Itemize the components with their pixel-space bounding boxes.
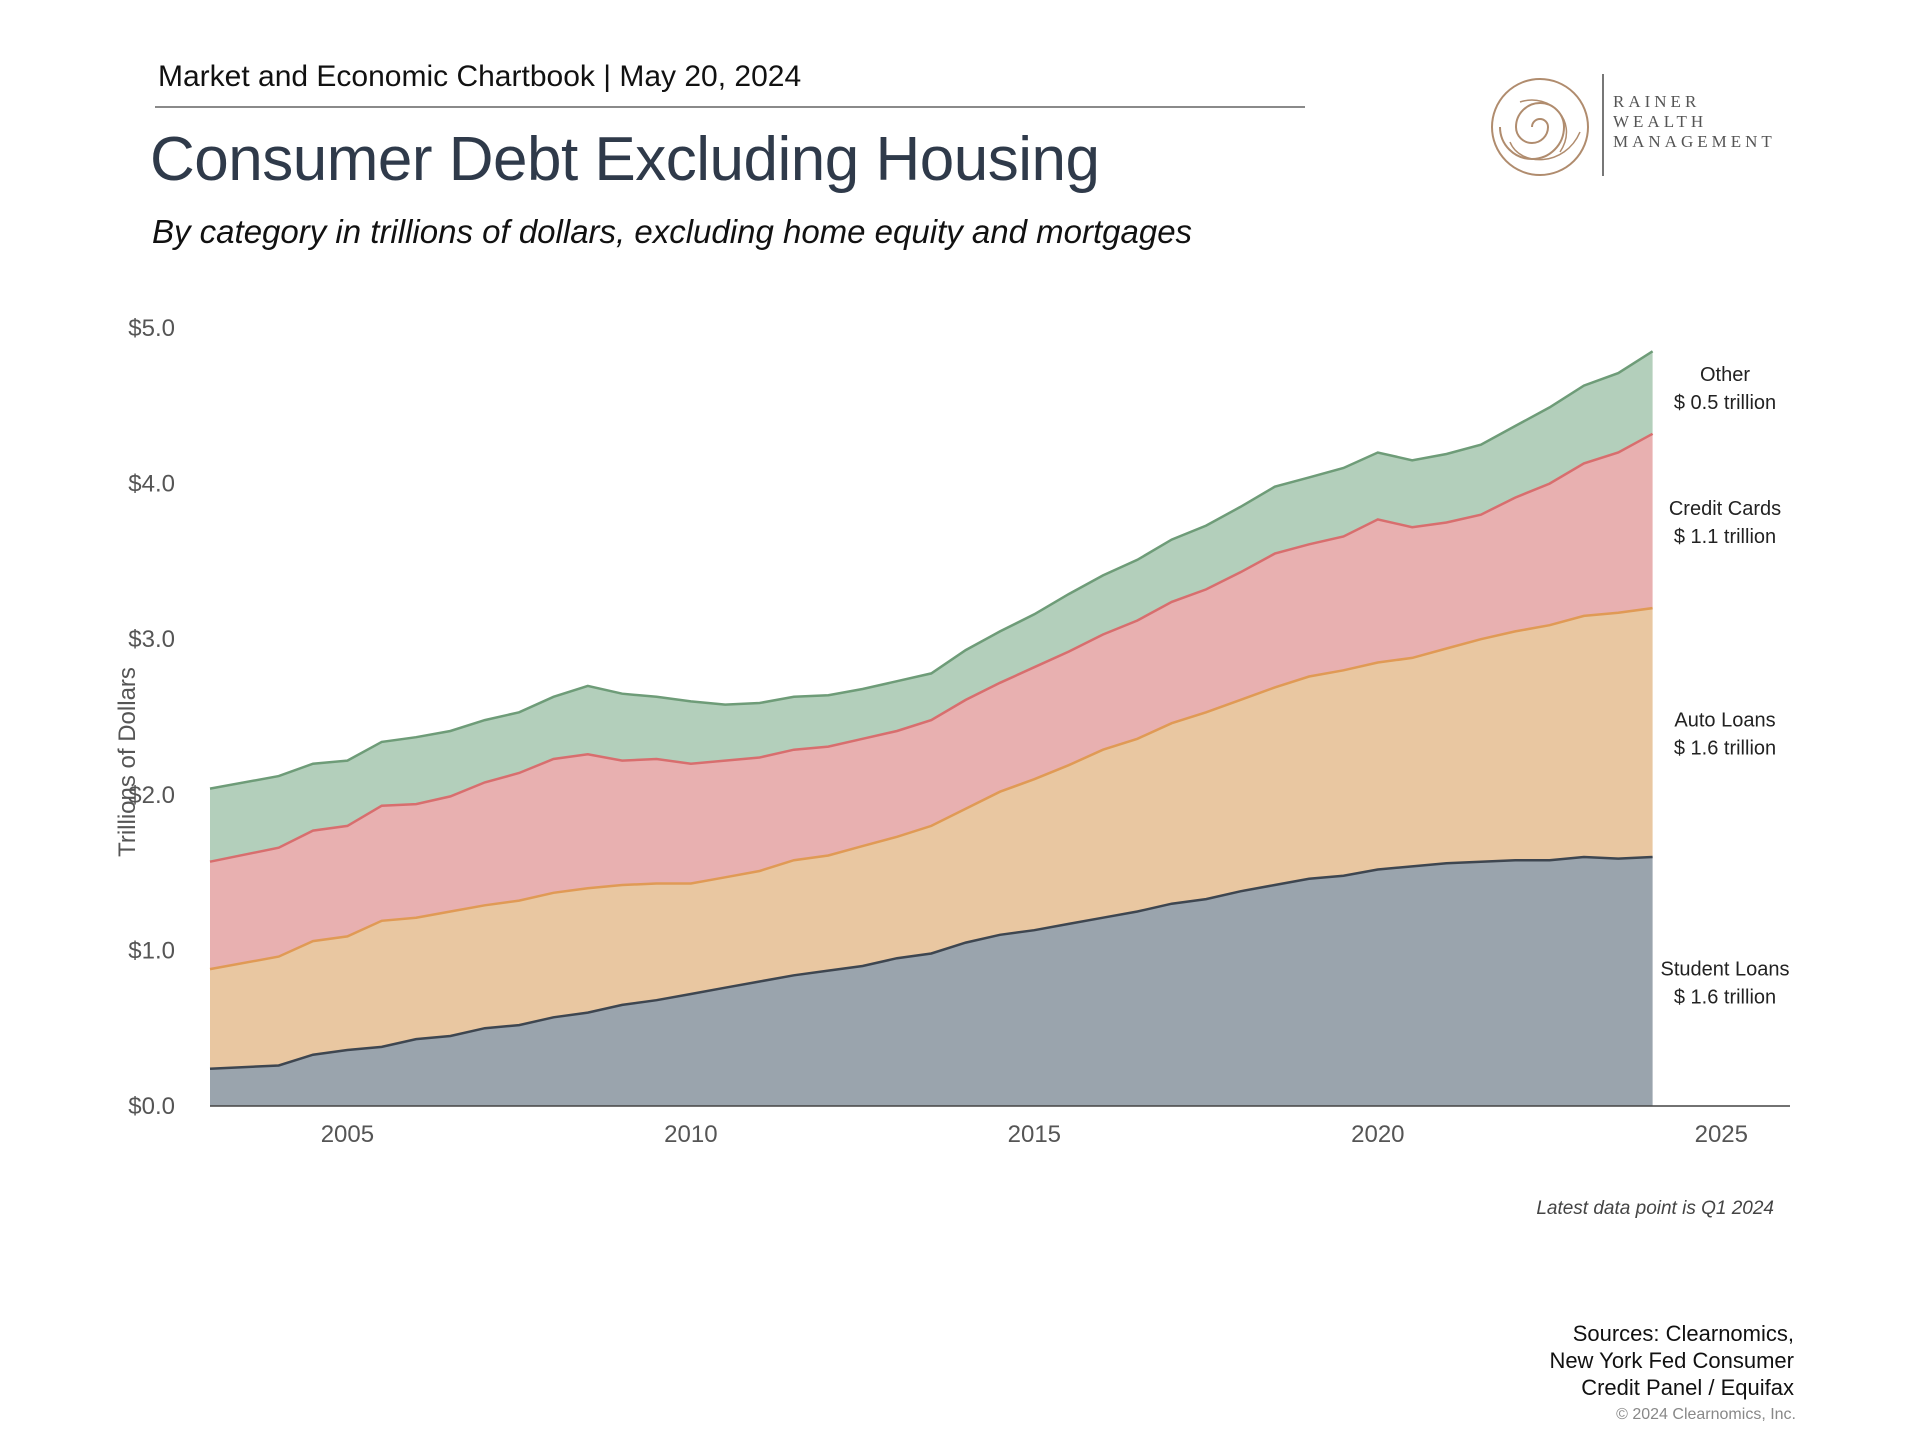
end-label-auto-loans: Auto Loans (1674, 710, 1775, 732)
sources-line-3: Credit Panel / Equifax (1581, 1375, 1794, 1400)
area-other (210, 351, 1653, 862)
sources-block: Sources: Clearnomics, New York Fed Consu… (1374, 1320, 1794, 1401)
sources-line-1: Sources: Clearnomics, (1572, 1321, 1794, 1346)
header-divider (155, 106, 1305, 108)
line-credit-cards (209, 432, 1654, 863)
copyright: © 2024 Clearnomics, Inc. (1616, 1406, 1796, 1423)
spiral-logo-icon (1491, 78, 1589, 176)
x-tick-label: 2020 (1351, 1121, 1404, 1148)
latest-data-note: Latest data point is Q1 2024 (1536, 1198, 1774, 1219)
logo-line-2: WEALTH (1613, 112, 1708, 131)
rainer-wealth-logo (1491, 74, 1604, 176)
x-tick-labels: 2005 2010 2015 2020 2025 (321, 1121, 1748, 1148)
y-tick-label: $1.0 (128, 937, 175, 964)
chartbook-header: Market and Economic Chartbook | May 20, … (158, 60, 802, 93)
line-student-loans (209, 855, 1653, 1070)
y-tick-label: $3.0 (128, 626, 175, 653)
end-label-other: Other (1700, 364, 1750, 386)
x-tick-label: 2015 (1008, 1121, 1061, 1148)
area-auto-loans (210, 608, 1653, 1069)
x-tick-label: 2025 (1695, 1121, 1748, 1148)
y-tick-label: $4.0 (128, 471, 175, 498)
end-label-student-loans: Student Loans (1661, 959, 1790, 981)
end-value-auto-loans: $ 1.6 trillion (1674, 738, 1776, 760)
end-value-credit-cards: $ 1.1 trillion (1674, 526, 1776, 548)
line-auto-loans (209, 606, 1653, 971)
y-axis-title: Trillions of Dollars (114, 667, 141, 857)
x-tick-label: 2010 (664, 1121, 717, 1148)
area-layers (210, 351, 1653, 1106)
end-value-other: $ 0.5 trillion (1674, 392, 1776, 414)
line-other (209, 350, 1654, 790)
logo-line-3: MANAGEMENT (1613, 132, 1776, 151)
logo-wordmark: RAINER WEALTH MANAGEMENT (1613, 92, 1776, 152)
y-tick-label: $2.0 (128, 782, 175, 809)
sources-line-2: New York Fed Consumer (1549, 1348, 1794, 1373)
x-tick-label: 2005 (321, 1121, 374, 1148)
logo-line-1: RAINER (1613, 92, 1701, 111)
end-value-student-loans: $ 1.6 trillion (1674, 987, 1776, 1009)
y-tick-label: $0.0 (128, 1093, 175, 1120)
chart-subtitle: By category in trillions of dollars, exc… (152, 213, 1193, 250)
y-tick-labels: $0.0 $1.0 $2.0 $3.0 $4.0 $5.0 (128, 315, 175, 1120)
area-credit-cards (210, 433, 1653, 970)
series-end-labels: Other $ 0.5 trillion Credit Cards $ 1.1 tri… (1661, 364, 1790, 1008)
y-tick-label: $5.0 (128, 315, 175, 342)
series-lines (209, 350, 1654, 1070)
area-student-loans (210, 857, 1653, 1106)
end-label-credit-cards: Credit Cards (1669, 498, 1781, 520)
chart-title: Consumer Debt Excluding Housing (150, 125, 1100, 194)
